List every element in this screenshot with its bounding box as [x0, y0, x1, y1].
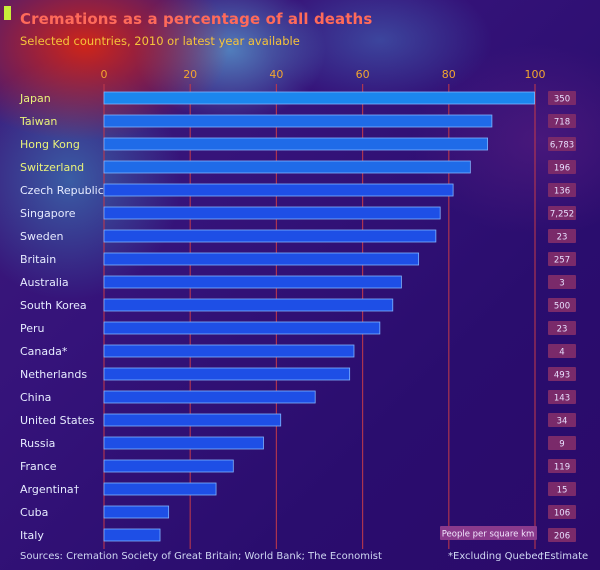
- density-box: [548, 528, 576, 542]
- density-value: 23: [557, 325, 568, 335]
- bar: [103, 206, 441, 220]
- category-label: Netherlands: [20, 368, 87, 381]
- density-box: [548, 229, 576, 243]
- bar: [103, 482, 217, 496]
- bar: [103, 436, 264, 450]
- chart-subtitle: Selected countries, 2010 or latest year …: [20, 34, 300, 48]
- density-value: 34: [557, 417, 568, 427]
- density-box: [548, 390, 576, 404]
- density-value: 6,783: [550, 141, 574, 151]
- density-label: People per square km: [442, 530, 535, 540]
- bar: [103, 298, 394, 312]
- density-value: 206: [554, 532, 570, 542]
- category-label: Cuba: [20, 506, 48, 519]
- bar: [103, 183, 454, 197]
- category-label: United States: [20, 414, 95, 427]
- density-value: 106: [554, 509, 570, 519]
- category-label: Australia: [20, 276, 69, 289]
- x-tick-label: 40: [269, 68, 283, 81]
- density-box: [548, 459, 576, 473]
- bar: [103, 160, 471, 174]
- x-tick-label: 20: [183, 68, 197, 81]
- density-box: [548, 505, 576, 519]
- category-label: Taiwan: [19, 115, 57, 128]
- bar: [103, 321, 381, 335]
- density-value: 196: [554, 164, 570, 174]
- category-label: South Korea: [20, 299, 87, 312]
- category-label: France: [20, 460, 57, 473]
- bar: [103, 459, 234, 473]
- density-label-box: [440, 526, 537, 540]
- density-value: 9: [559, 440, 564, 450]
- category-label: China: [20, 391, 51, 404]
- bar: [103, 367, 351, 381]
- density-box: [548, 344, 576, 358]
- category-label: Britain: [20, 253, 56, 266]
- bar: [103, 275, 402, 289]
- density-value: 257: [554, 256, 570, 266]
- bar: [103, 413, 282, 427]
- density-value: 23: [557, 233, 568, 243]
- density-value: 350: [554, 95, 570, 105]
- accent-bar: [4, 6, 11, 20]
- category-label: Canada*: [20, 345, 68, 358]
- density-box: [548, 114, 576, 128]
- density-box: [548, 321, 576, 335]
- chart-title: Cremations as a percentage of all deaths: [20, 10, 373, 28]
- category-label: Peru: [20, 322, 45, 335]
- bar: [103, 528, 161, 542]
- quebec-note: *Excluding Quebec: [448, 551, 544, 562]
- density-box: [548, 367, 576, 381]
- density-box: [548, 413, 576, 427]
- category-label: Japan: [19, 92, 51, 105]
- density-box: [548, 160, 576, 174]
- category-label: Czech Republic: [20, 184, 104, 197]
- category-label: Singapore: [20, 207, 76, 220]
- bar: [103, 91, 535, 105]
- bar: [103, 114, 493, 128]
- density-box: [548, 436, 576, 450]
- density-value: 136: [554, 187, 570, 197]
- density-box: [548, 183, 576, 197]
- bar: [103, 137, 488, 151]
- category-label: Switzerland: [20, 161, 84, 174]
- bar: [103, 252, 420, 266]
- source-note: Sources: Cremation Society of Great Brit…: [20, 551, 382, 562]
- density-box: [548, 482, 576, 496]
- estimate-note: †Estimate: [539, 551, 589, 562]
- density-value: 143: [554, 394, 570, 404]
- density-value: 3: [559, 279, 564, 289]
- bar: [103, 344, 355, 358]
- density-box: [548, 275, 576, 289]
- bar: [103, 229, 437, 243]
- density-value: 500: [554, 302, 570, 312]
- density-box: [548, 252, 576, 266]
- bar: [103, 390, 316, 404]
- category-label: Hong Kong: [20, 138, 80, 151]
- x-tick-label: 0: [101, 68, 108, 81]
- density-value: 7,252: [550, 210, 574, 220]
- density-box: [548, 137, 576, 151]
- density-value: 493: [554, 371, 570, 381]
- x-tick-label: 100: [525, 68, 546, 81]
- density-box: [548, 298, 576, 312]
- density-box: [548, 91, 576, 105]
- category-label: Sweden: [20, 230, 63, 243]
- category-label: Argentina†: [20, 483, 80, 496]
- density-value: 718: [554, 118, 570, 128]
- density-box: [548, 206, 576, 220]
- density-value: 4: [559, 348, 564, 358]
- bar: [103, 505, 170, 519]
- x-tick-label: 80: [442, 68, 456, 81]
- density-value: 15: [557, 486, 568, 496]
- x-tick-label: 60: [356, 68, 370, 81]
- density-value: 119: [554, 463, 570, 473]
- category-label: Russia: [20, 437, 55, 450]
- category-label: Italy: [20, 529, 44, 542]
